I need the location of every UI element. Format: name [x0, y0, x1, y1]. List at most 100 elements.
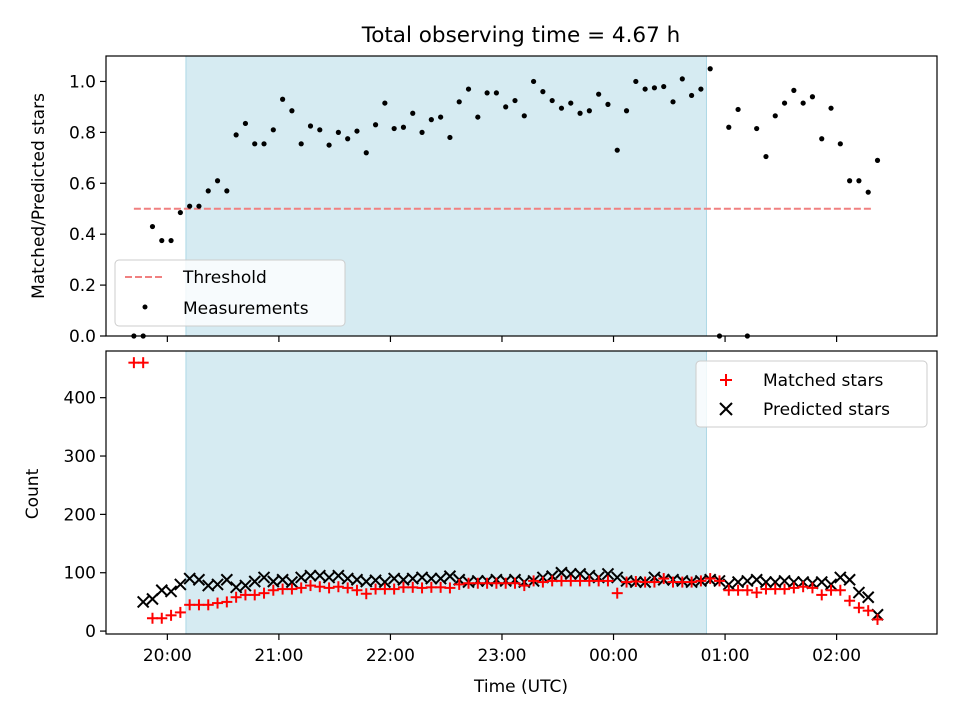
matched-star-point — [463, 577, 475, 589]
predicted-star-point — [611, 571, 624, 584]
matched-star-point — [174, 606, 186, 618]
measurement-point — [642, 86, 648, 92]
matched-star-point — [862, 605, 874, 617]
measurement-point — [410, 110, 416, 116]
measurement-point — [382, 100, 388, 106]
measurement-point — [558, 105, 565, 111]
matched-star-point — [639, 576, 651, 588]
measurement-point — [874, 157, 881, 163]
predicted-star-point — [350, 573, 364, 586]
measurement-point — [438, 114, 444, 120]
predicted-star-point — [824, 578, 838, 591]
measurement-point — [149, 223, 156, 230]
predicted-star-point — [267, 575, 280, 588]
matched-star-point — [593, 575, 605, 587]
matched-star-point — [872, 613, 884, 625]
predicted-star-point — [211, 578, 224, 591]
predicted-star-point — [332, 569, 345, 582]
predicted-star-point — [852, 586, 866, 599]
measurement-point — [726, 124, 732, 130]
measurement-point — [670, 99, 676, 105]
predicted-star-point — [722, 578, 735, 591]
matched-star-point — [202, 599, 214, 611]
measurement-point — [540, 89, 546, 95]
matched-star-point — [723, 584, 735, 596]
matched-star-point — [853, 602, 865, 614]
measurement-point — [493, 90, 500, 96]
measurement-point — [596, 91, 602, 97]
matched-star-point — [816, 589, 828, 601]
predicted-star-point — [843, 573, 856, 586]
measurement-point — [270, 127, 276, 133]
matched-star-point — [444, 582, 456, 594]
measurement-point — [614, 147, 620, 153]
matched-star-point — [277, 583, 289, 595]
matched-star-point — [509, 577, 521, 589]
measurement-point — [735, 106, 741, 113]
matched-star-point — [741, 584, 753, 596]
predicted-star-point — [378, 575, 392, 589]
matched-star-point — [834, 584, 846, 596]
measurement-point — [159, 237, 165, 244]
matched-star-point — [602, 575, 614, 587]
measurement-point — [512, 97, 518, 104]
measurement-point — [447, 134, 453, 141]
matched-star-point — [825, 584, 837, 596]
matched-star-point — [379, 583, 391, 595]
matched-star-point — [137, 357, 149, 369]
measurement-point — [354, 128, 360, 134]
measurement-point — [568, 100, 574, 106]
top-legend: Threshold Measurements — [114, 259, 346, 327]
matched-star-point — [397, 581, 409, 593]
y-tick-label: 100 — [64, 564, 96, 584]
y-tick-label: 0.6 — [69, 174, 96, 194]
matched-star-point — [518, 580, 530, 592]
measurement-point — [475, 114, 481, 120]
predicted-star-point — [369, 574, 382, 587]
measurement-point — [856, 178, 862, 184]
matched-star-point — [611, 587, 623, 599]
predicted-star-point — [220, 573, 234, 586]
legend-measurements-swatch — [142, 304, 148, 310]
measurement-point — [233, 132, 239, 138]
measurement-point — [205, 188, 211, 194]
matched-star-point — [537, 576, 549, 588]
measurement-point — [465, 86, 472, 92]
predicted-star-point — [239, 579, 252, 592]
predicted-star-point — [257, 571, 271, 584]
measurement-point — [484, 90, 490, 96]
matched-star-point — [713, 575, 725, 587]
measurement-point — [605, 101, 611, 107]
measurement-point — [345, 136, 351, 142]
predicted-star-point — [434, 572, 447, 585]
measurement-point — [326, 142, 332, 148]
top-y-axis: 0.0 0.2 0.4 0.6 0.8 1.0 — [69, 72, 106, 347]
matched-star-point — [528, 575, 540, 587]
measurement-point — [819, 136, 825, 142]
predicted-stars-series — [136, 566, 884, 621]
measurement-point — [363, 150, 369, 156]
legend-threshold-label: Threshold — [182, 268, 267, 288]
bottom-axes-frame — [105, 350, 938, 635]
measurement-point — [530, 78, 537, 85]
legend-measurements-label: Measurements — [183, 299, 309, 319]
measurement-point — [400, 124, 407, 130]
matched-star-point — [453, 578, 465, 590]
measurement-point — [698, 86, 704, 92]
matched-star-point — [295, 582, 307, 594]
predicted-star-point — [174, 578, 187, 591]
count-panel: 0 100 200 300 400 20:00 21:00 22:00 23:00 00:00 0… — [23, 350, 938, 697]
measurement-point — [791, 87, 797, 93]
matched-star-point — [407, 581, 419, 593]
measurement-point — [419, 129, 425, 135]
y-tick-label: 1.0 — [69, 72, 96, 92]
measurement-point — [214, 178, 221, 184]
matched-star-point — [779, 583, 791, 595]
measurement-point — [549, 97, 555, 104]
y-tick-label: 0.4 — [69, 225, 96, 245]
bottom-y-axis-label: Count — [23, 468, 43, 519]
matched-star-point — [630, 575, 642, 587]
y-tick-label: 0.2 — [69, 276, 96, 296]
measurement-point — [828, 105, 834, 111]
